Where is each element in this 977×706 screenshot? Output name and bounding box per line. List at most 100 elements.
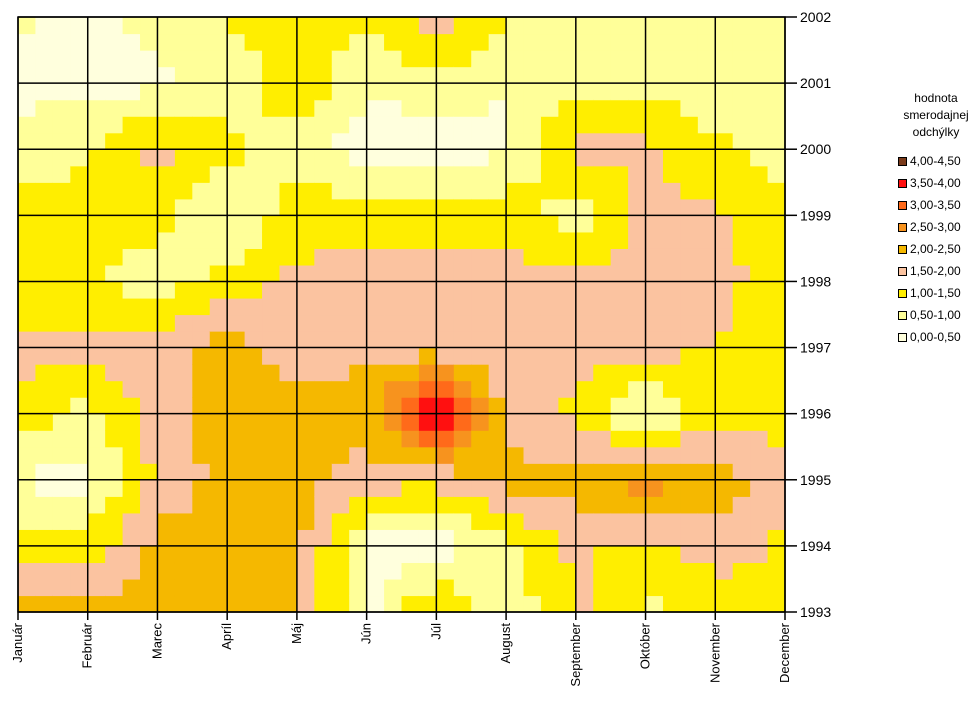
contour-fill-cell	[506, 446, 525, 464]
contour-fill-cell	[610, 562, 629, 580]
contour-fill-cell	[436, 149, 455, 167]
contour-fill-cell	[418, 198, 437, 216]
x-tick-label: December	[777, 622, 792, 683]
contour-fill-cell	[401, 66, 420, 84]
contour-fill-cell	[192, 512, 211, 530]
contour-fill-cell	[227, 430, 246, 448]
contour-fill-cell	[296, 33, 315, 51]
contour-fill-cell	[401, 397, 420, 415]
contour-fill-cell	[209, 529, 228, 547]
contour-fill-cell	[453, 380, 472, 398]
contour-fill-cell	[506, 248, 525, 266]
contour-fill-cell	[401, 165, 420, 183]
contour-fill-cell	[471, 347, 490, 365]
contour-fill-cell	[575, 331, 594, 349]
contour-fill-cell	[366, 364, 385, 382]
contour-fill-cell	[680, 397, 699, 415]
contour-fill-cell	[575, 397, 594, 415]
contour-fill-cell	[279, 545, 298, 564]
contour-fill-cell	[401, 50, 420, 68]
contour-fill-cell	[244, 380, 263, 398]
contour-fill-cell	[628, 248, 647, 266]
contour-fill-cell	[366, 430, 385, 448]
contour-fill-cell	[105, 479, 124, 497]
contour-fill-cell	[506, 545, 525, 564]
contour-fill-cell	[540, 264, 559, 283]
contour-fill-cell	[157, 578, 176, 597]
contour-fill-cell	[575, 66, 594, 84]
contour-fill-cell	[70, 347, 89, 365]
contour-fill-cell	[174, 397, 193, 415]
contour-fill-cell	[174, 231, 193, 249]
contour-fill-cell	[575, 347, 594, 365]
contour-fill-cell	[140, 529, 159, 547]
contour-fill-cell	[436, 578, 455, 597]
contour-fill-cell	[279, 149, 298, 167]
contour-fill-cell	[732, 545, 751, 564]
contour-fill-cell	[767, 446, 786, 464]
contour-fill-cell	[662, 66, 682, 84]
contour-fill-cell	[105, 463, 124, 481]
contour-fill-cell	[418, 231, 437, 249]
legend-swatch	[898, 266, 907, 276]
contour-fill-cell	[296, 264, 315, 283]
contour-fill-cell	[331, 50, 350, 68]
contour-fill-cell	[279, 331, 298, 349]
contour-fill-cell	[697, 463, 716, 481]
contour-fill-cell	[52, 545, 71, 564]
contour-fill-cell	[349, 463, 368, 481]
contour-fill-cell	[279, 397, 298, 415]
contour-fill-cell	[540, 347, 559, 365]
contour-fill-cell	[174, 149, 193, 167]
contour-fill-cell	[244, 512, 263, 530]
contour-fill-cell	[767, 297, 786, 316]
contour-fill-cell	[471, 83, 490, 101]
contour-fill-cell	[523, 83, 542, 101]
contour-fill-cell	[122, 364, 141, 382]
contour-fill-cell	[244, 479, 263, 497]
contour-fill-cell	[192, 66, 211, 84]
contour-fill-cell	[436, 430, 455, 448]
contour-fill-cell	[750, 198, 769, 216]
contour-fill-cell	[244, 331, 263, 349]
contour-fill-cell	[314, 149, 333, 167]
contour-fill-cell	[732, 297, 751, 316]
contour-fill-cell	[662, 165, 682, 183]
contour-fill-cell	[314, 397, 333, 415]
contour-fill-cell	[697, 562, 716, 580]
contour-fill-cell	[697, 380, 716, 398]
contour-fill-cell	[436, 215, 455, 233]
contour-fill-cell	[87, 116, 106, 134]
contour-fill-cell	[471, 248, 490, 266]
contour-fill-cell	[540, 364, 559, 382]
contour-fill-cell	[35, 231, 54, 249]
contour-fill-cell	[384, 314, 403, 332]
contour-fill-cell	[767, 182, 786, 200]
contour-fill-cell	[436, 33, 455, 51]
contour-fill-cell	[18, 83, 37, 101]
contour-fill-cell	[140, 446, 159, 464]
contour-fill-cell	[192, 215, 211, 233]
contour-fill-cell	[192, 595, 211, 613]
contour-fill-cell	[575, 149, 594, 167]
contour-fill-cell	[750, 215, 769, 233]
contour-fill-cell	[540, 430, 559, 448]
contour-fill-cell	[662, 545, 682, 564]
contour-fill-cell	[523, 331, 542, 349]
contour-fill-cell	[349, 562, 368, 580]
contour-fill-cell	[87, 182, 106, 200]
contour-fill-cell	[18, 529, 37, 547]
contour-fill-cell	[140, 281, 159, 299]
contour-fill-cell	[436, 66, 455, 84]
contour-fill-cell	[767, 331, 786, 349]
contour-fill-cell	[662, 562, 682, 580]
contour-fill-cell	[122, 496, 141, 514]
contour-fill-cell	[558, 248, 577, 266]
contour-fill-cell	[296, 83, 315, 101]
contour-fill-cell	[628, 182, 647, 200]
contour-fill-cell	[523, 116, 542, 134]
contour-fill-cell	[418, 149, 437, 167]
contour-fill-cell	[192, 545, 211, 564]
contour-fill-cell	[227, 314, 246, 332]
contour-fill-cell	[35, 297, 54, 316]
